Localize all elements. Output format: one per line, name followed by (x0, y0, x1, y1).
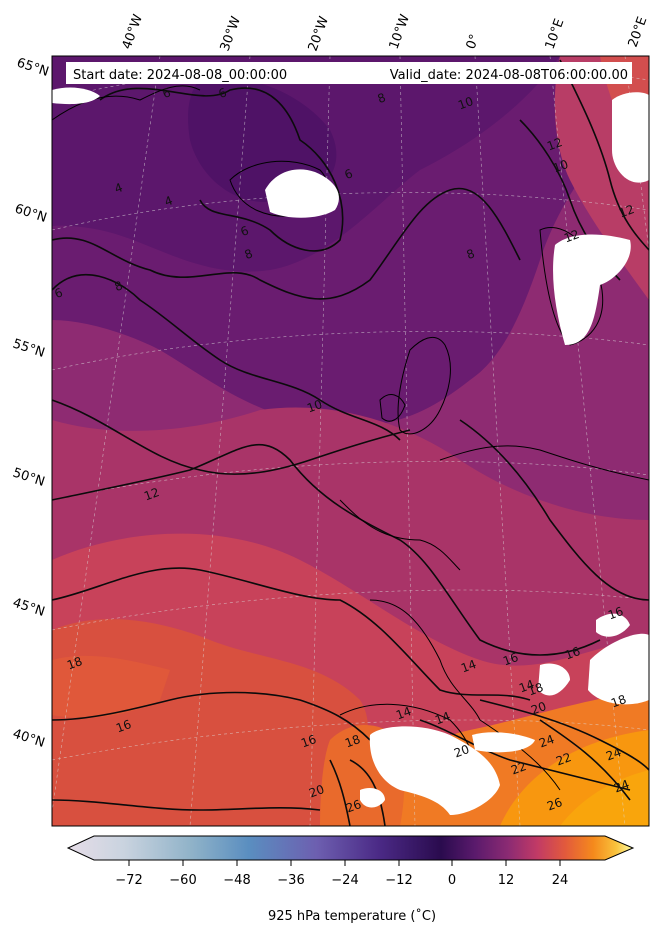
contour-label: 20 (307, 782, 326, 800)
colorbar-tick-label: −12 (385, 873, 412, 888)
colorbar-tick-label: −36 (277, 873, 304, 888)
contour-label: 12 (562, 227, 581, 245)
latitude-label: 45°N (11, 596, 47, 620)
contour-label: 16 (501, 650, 520, 668)
contour-label: 18 (609, 692, 628, 710)
longitude-label: 10°E (543, 17, 568, 52)
colorbar-tick-label: −48 (223, 873, 250, 888)
longitude-label: 40°W (120, 12, 146, 51)
contour-label: 14 (433, 709, 452, 727)
contour-label: 14 (394, 704, 413, 722)
contour-label: 24 (604, 745, 623, 763)
colorbar-tick-label: 12 (498, 873, 515, 888)
latitude-label: 50°N (11, 466, 47, 490)
contour-label: 24 (537, 732, 556, 750)
longitude-label: 0° (464, 32, 483, 51)
contour-label: 8 (465, 246, 477, 262)
longitude-label: 10°W (387, 12, 413, 51)
contour-label: 26 (545, 795, 564, 813)
contour-label: 20 (452, 742, 471, 760)
contour-label: 18 (65, 654, 84, 672)
contour-label: 20 (529, 699, 548, 717)
contour-label: 16 (606, 604, 625, 622)
latitude-label: 65°N (15, 56, 51, 80)
contour-label: 12 (617, 202, 636, 220)
contour-label: 8 (113, 278, 125, 294)
contour-label: 16 (114, 717, 133, 735)
colorbar-tick-label: −24 (331, 873, 358, 888)
contour-label: 24 (612, 777, 631, 795)
colorbar-ticks: −72 −60 −48 −36 −24 −12 0 12 24 (115, 860, 568, 888)
contour-label: 16 (299, 732, 318, 750)
contour-label: 6 (343, 166, 355, 182)
contour-label: 12 (142, 485, 161, 503)
contour-label: 4 (113, 180, 125, 196)
contour-lines (52, 59, 649, 826)
longitude-label: 30°W (218, 14, 244, 53)
latitude-label: 60°N (13, 202, 49, 226)
contour-label: 18 (343, 732, 362, 750)
masked-areas (52, 87, 649, 815)
colorbar-tick-label: 24 (552, 873, 569, 888)
start-date-label: Start date: 2024-08-08_00:00:00 (73, 68, 287, 83)
contour-label: 8 (243, 246, 255, 262)
contour-label: 6 (217, 85, 229, 101)
contour-label: 8 (376, 90, 388, 106)
valid-date-label: Valid_date: 2024-08-08T06:00:00.00 (390, 68, 628, 83)
contour-label: 6 (53, 285, 65, 301)
colorbar-bar (66, 835, 635, 861)
contour-label: 6 (239, 223, 251, 239)
latitude-labels: 65°N 60°N 55°N 50°N 45°N 40°N (11, 56, 51, 751)
map-frame (51, 55, 650, 827)
contour-label: 6 (161, 85, 173, 101)
longitude-label: 20°E (626, 15, 651, 50)
contour-label: 10 (551, 157, 570, 175)
colorbar-tick-label: −72 (115, 873, 142, 888)
contour-label: 4 (163, 193, 175, 209)
contour-label: 10 (456, 94, 475, 112)
contour-label: 18 (526, 680, 545, 698)
contour-label: 22 (509, 759, 528, 777)
colorbar: −72 −60 −48 −36 −24 −12 0 12 24 925 hPa temperat… (66, 835, 635, 924)
latitude-label: 40°N (11, 727, 47, 751)
colorbar-label: 925 hPa temperature (˚C) (268, 908, 436, 924)
longitude-label: 20°W (306, 14, 332, 53)
colorbar-tick-label: 0 (448, 873, 456, 888)
contour-label: 26 (344, 797, 363, 815)
contour-label: 14 (517, 677, 536, 695)
contour-label: 22 (554, 750, 573, 768)
contour-label: 12 (545, 135, 564, 153)
contour-label: 10 (305, 397, 324, 415)
contour-labels: 6 6 6 4 4 6 6 8 8 8 8 10 10 12 10 12 12 12 14 14 14 14 16 16 16 1… (53, 85, 637, 815)
longitude-labels: 40°W 30°W 20°W 10°W 0° 10°E 20°E (120, 12, 651, 53)
latitude-label: 55°N (11, 337, 47, 361)
header-band (66, 62, 632, 84)
contour-label: 14 (459, 657, 478, 675)
contour-label: 16 (563, 644, 582, 662)
colorbar-tick-label: −60 (169, 873, 196, 888)
